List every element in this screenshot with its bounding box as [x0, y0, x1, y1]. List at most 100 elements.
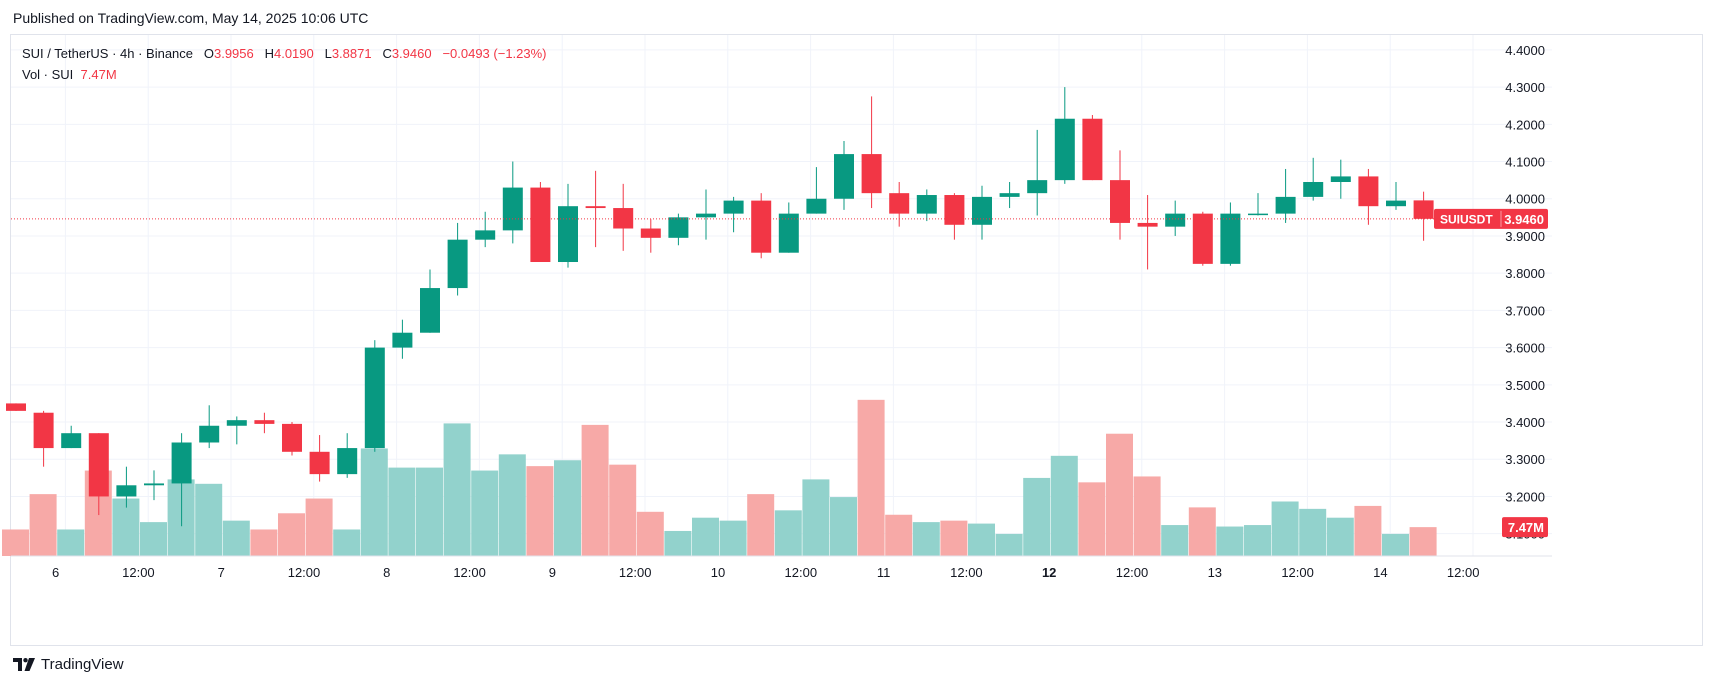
candle: [640, 219, 661, 253]
volume-bar: [1354, 505, 1382, 556]
candle-body: [1165, 213, 1186, 227]
x-tick-label: 12:00: [785, 565, 818, 580]
footer-brand[interactable]: TradingView: [13, 656, 124, 673]
volume-bar: [2, 529, 29, 556]
price-axis: 4.4000 4.3000 4.2000 4.1000 4.0000 3.9000 3.80…: [1505, 43, 1545, 542]
x-tick-label: 12:00: [1447, 565, 1480, 580]
volume-bar: [1133, 476, 1161, 556]
candle-body: [226, 420, 247, 426]
candle: [502, 161, 523, 244]
candle: [861, 96, 882, 209]
low-label: L: [324, 46, 332, 61]
volume-label-value: 7.47M: [1508, 520, 1544, 535]
candle-body: [1054, 118, 1075, 181]
candles: [6, 87, 1434, 527]
x-tick-label: 9: [549, 565, 556, 580]
volume-bar: [1161, 525, 1189, 556]
x-tick-label: 7: [218, 565, 225, 580]
candle-body: [337, 448, 358, 475]
candle: [6, 403, 26, 411]
volume-label: Vol · SUI: [22, 67, 74, 82]
volume-bar: [664, 530, 692, 556]
volume-bar: [912, 522, 940, 556]
candle-body: [475, 230, 496, 240]
candle: [1165, 200, 1186, 236]
y-tick-label: 3.4000: [1505, 415, 1545, 430]
x-tick-label: 11: [877, 565, 891, 580]
candle: [1220, 202, 1241, 266]
y-tick-label: 3.8000: [1505, 266, 1545, 281]
candle-body: [972, 196, 992, 225]
volume-bar: [278, 513, 305, 556]
candle: [309, 435, 330, 482]
high-value: 4.0190: [273, 46, 314, 61]
candle-body: [61, 433, 82, 449]
candle-body: [889, 193, 910, 214]
volume-bar: [360, 448, 388, 556]
open-value: 3.9956: [213, 46, 254, 61]
open-label: O: [203, 46, 214, 61]
x-tick-label: 6: [52, 565, 59, 580]
candle: [1137, 195, 1158, 270]
volume-bar: [195, 483, 223, 556]
x-tick-label: 12:00: [122, 565, 155, 580]
volume-bar: [250, 529, 278, 556]
candle: [696, 189, 716, 240]
candle-body: [1303, 181, 1324, 197]
candle: [1330, 159, 1351, 199]
y-tick-label: 4.4000: [1505, 43, 1545, 58]
candle-body: [944, 195, 965, 225]
candle-body: [585, 206, 606, 209]
x-tick-label: 12:00: [1116, 565, 1149, 580]
volume-bar: [692, 517, 719, 556]
candle-body: [640, 228, 661, 238]
candle: [364, 340, 385, 452]
x-tick-label: 12:00: [619, 565, 652, 580]
volume-bar: [719, 520, 747, 556]
volume-bar: [1050, 455, 1078, 556]
candle-body: [861, 154, 882, 194]
volume-bar: [995, 533, 1023, 556]
y-tick-label: 3.6000: [1505, 341, 1545, 356]
candle-body: [1110, 180, 1130, 223]
candle: [282, 422, 302, 456]
volume-bar: [29, 494, 57, 556]
candle: [88, 433, 109, 516]
candle-body: [364, 347, 385, 449]
volume-bar: [774, 510, 802, 556]
candle: [1027, 129, 1048, 216]
y-tick-label: 4.2000: [1505, 117, 1545, 132]
candle-body: [668, 217, 689, 238]
candle-body: [254, 420, 275, 424]
volume-bar: [222, 520, 250, 556]
volume-bar: [1382, 533, 1409, 556]
candle-body: [171, 442, 192, 484]
volume-bar: [1244, 525, 1271, 556]
candle: [199, 405, 220, 449]
price-label-box: [1434, 208, 1548, 229]
candle: [668, 213, 689, 246]
volume-bar: [857, 399, 885, 556]
volume-bar: [1271, 501, 1299, 556]
volume-bar: [526, 466, 554, 556]
volume-bar: [471, 470, 499, 556]
candle-body: [696, 213, 716, 218]
volume-bar: [498, 454, 526, 556]
candle-body: [751, 200, 772, 253]
volume-bar: [1409, 527, 1437, 556]
candle-body: [199, 425, 220, 443]
candle: [1386, 181, 1406, 210]
candle: [889, 181, 910, 227]
candle-body: [6, 403, 26, 411]
candle: [585, 170, 606, 248]
candle: [33, 410, 54, 467]
x-tick-label: 14: [1373, 565, 1387, 580]
candle-body: [806, 198, 827, 214]
volume-label-box: [1502, 517, 1548, 538]
candle-body: [1220, 213, 1241, 264]
y-tick-label: 4.0000: [1505, 192, 1545, 207]
volume-bar: [968, 523, 995, 556]
volume-bar: [140, 522, 167, 556]
candle-body: [558, 206, 578, 263]
